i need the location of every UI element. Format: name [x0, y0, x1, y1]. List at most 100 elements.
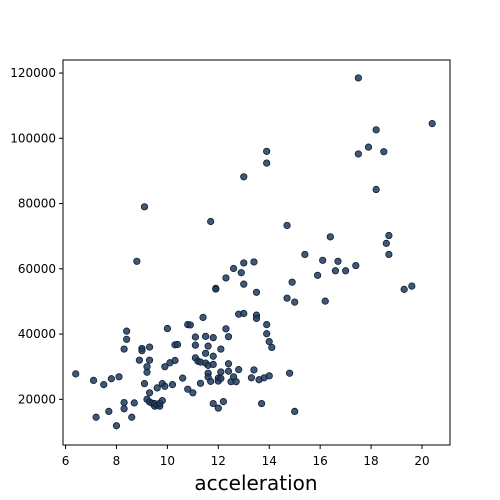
data-point [108, 376, 114, 382]
data-point [266, 338, 272, 344]
data-point [373, 127, 379, 133]
data-point [106, 408, 112, 414]
data-point [291, 408, 297, 414]
data-point [218, 375, 224, 381]
data-point [134, 258, 140, 264]
y-tick-label: 40000 [18, 327, 56, 341]
data-point [401, 286, 407, 292]
data-point [335, 258, 341, 264]
x-tick-label: 12 [211, 454, 226, 468]
data-point [139, 348, 145, 354]
y-axis-ticks: 20000 40000 60000 80000 100000 120000 [10, 66, 63, 406]
data-point [233, 379, 239, 385]
data-point [251, 259, 257, 265]
data-point [136, 357, 142, 363]
data-point [386, 232, 392, 238]
data-point [202, 350, 208, 356]
data-point [146, 390, 152, 396]
data-point [190, 390, 196, 396]
data-point [266, 373, 272, 379]
data-point [90, 377, 96, 383]
data-point [284, 295, 290, 301]
data-point [210, 353, 216, 359]
y-tick-label: 20000 [18, 392, 56, 406]
data-point [319, 257, 325, 263]
data-point [263, 160, 269, 166]
data-point [409, 283, 415, 289]
data-point [223, 326, 229, 332]
data-point [187, 322, 193, 328]
data-point [123, 336, 129, 342]
data-point [241, 310, 247, 316]
data-point [253, 315, 259, 321]
data-point [141, 380, 147, 386]
data-point [200, 314, 206, 320]
data-point [210, 361, 216, 367]
data-point [289, 279, 295, 285]
data-point [251, 367, 257, 373]
data-point [241, 260, 247, 266]
data-point [327, 234, 333, 240]
data-point [302, 251, 308, 257]
data-point [241, 174, 247, 180]
data-point [235, 366, 241, 372]
data-point [215, 405, 221, 411]
y-tick-label: 120000 [10, 66, 56, 80]
data-point [121, 346, 127, 352]
data-point [220, 398, 226, 404]
data-point [263, 331, 269, 337]
data-point [225, 361, 231, 367]
x-tick-label: 16 [313, 454, 328, 468]
data-point [202, 333, 208, 339]
data-point [258, 400, 264, 406]
data-point [365, 144, 371, 150]
data-point [101, 381, 107, 387]
data-point [218, 346, 224, 352]
data-point [286, 370, 292, 376]
data-point [210, 400, 216, 406]
data-point [263, 321, 269, 327]
data-point [162, 383, 168, 389]
data-point [342, 268, 348, 274]
data-point [164, 325, 170, 331]
data-point [355, 75, 361, 81]
x-tick-label: 8 [113, 454, 121, 468]
x-tick-label: 14 [262, 454, 277, 468]
data-point [230, 265, 236, 271]
data-point [192, 334, 198, 340]
data-point [113, 423, 119, 429]
data-point [205, 343, 211, 349]
data-point [225, 368, 231, 374]
data-point [213, 286, 219, 292]
data-point [223, 275, 229, 281]
x-tick-label: 6 [62, 454, 70, 468]
data-point [169, 381, 175, 387]
data-point [174, 341, 180, 347]
data-point [269, 344, 275, 350]
data-point [197, 380, 203, 386]
x-axis-ticks: 6 8 10 12 14 16 18 20 [62, 445, 430, 468]
data-point [207, 378, 213, 384]
data-point [253, 289, 259, 295]
data-point [248, 375, 254, 381]
data-point [159, 397, 165, 403]
data-point [123, 328, 129, 334]
data-point [179, 375, 185, 381]
data-point [353, 262, 359, 268]
data-point [121, 399, 127, 405]
data-point [116, 374, 122, 380]
x-tick-label: 20 [414, 454, 429, 468]
data-point [291, 299, 297, 305]
data-point [238, 270, 244, 276]
data-point [144, 369, 150, 375]
data-point [210, 334, 216, 340]
data-point [207, 218, 213, 224]
data-point [131, 400, 137, 406]
data-point [373, 186, 379, 192]
data-point [314, 272, 320, 278]
data-point [129, 414, 135, 420]
y-tick-label: 100000 [10, 131, 56, 145]
data-point [141, 204, 147, 210]
data-point [322, 298, 328, 304]
